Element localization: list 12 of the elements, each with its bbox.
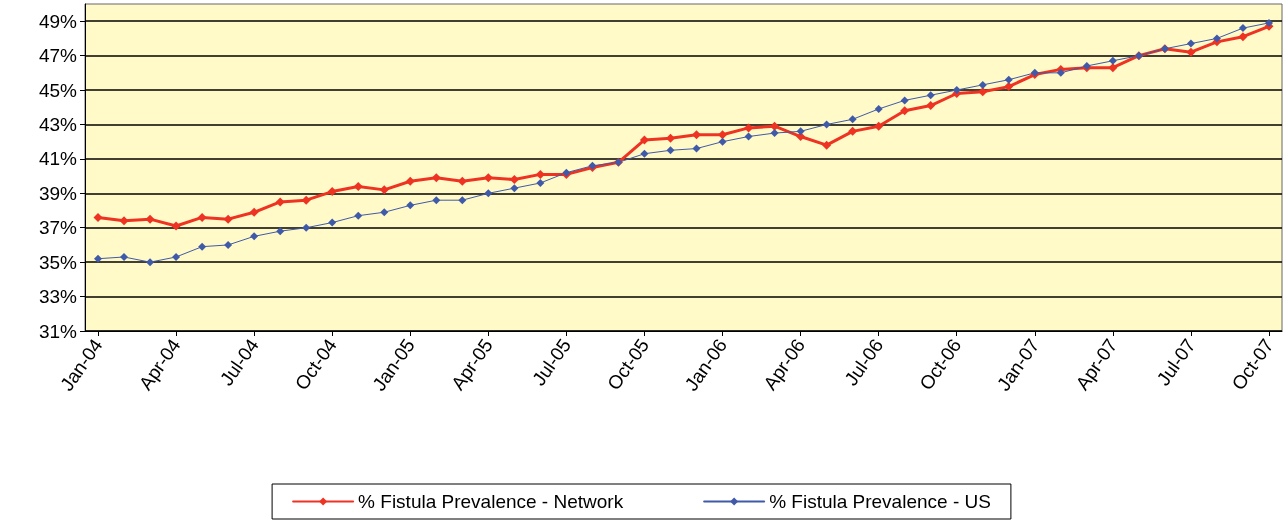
legend-label: % Fistula Prevalence - Network: [358, 491, 624, 512]
y-tick-label: 41%: [38, 148, 78, 170]
y-tick-label: 31%: [38, 320, 78, 342]
y-tick-label: 43%: [38, 113, 78, 135]
y-tick-label: 47%: [38, 45, 78, 67]
y-tick-label: 39%: [38, 182, 78, 204]
y-tick-label: 35%: [38, 251, 78, 273]
legend-label: % Fistula Prevalence - US: [769, 491, 991, 512]
y-tick-label: 37%: [38, 217, 78, 239]
y-tick-label: 45%: [38, 79, 78, 101]
y-tick-label: 49%: [38, 10, 78, 32]
y-tick-label: 33%: [38, 286, 78, 308]
